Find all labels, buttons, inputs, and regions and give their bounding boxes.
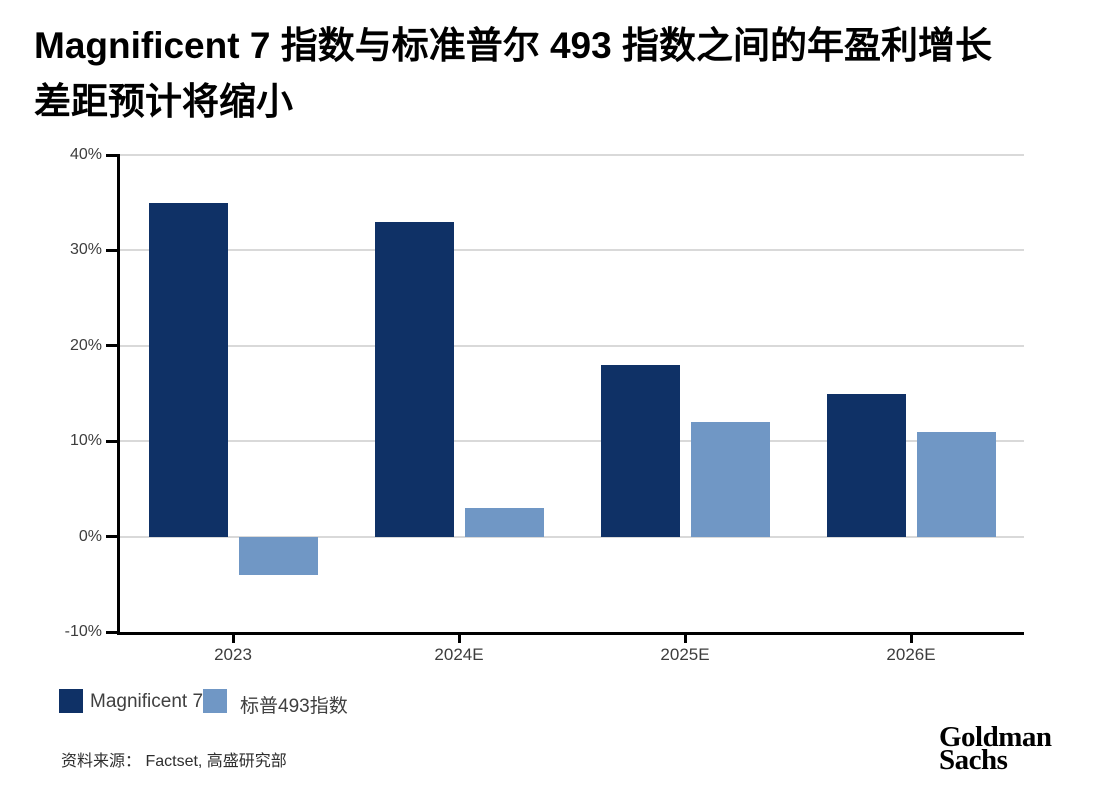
y-tick-mark-0 — [106, 535, 120, 539]
y-tick-label--10: -10% — [64, 623, 102, 640]
legend-label-magnificent-7: Magnificent 7 — [90, 691, 204, 712]
bar-sp493-2025E — [690, 422, 770, 537]
gridline-0 — [120, 535, 1024, 538]
goldman-sachs-logo-line2: Sachs — [939, 744, 1008, 776]
y-tick-mark-30 — [106, 248, 120, 252]
bar-magnificent-7-2023 — [148, 202, 228, 537]
gridline-30 — [120, 249, 1024, 252]
goldman-sachs-logo: Goldman Sachs — [939, 721, 1052, 776]
y-tick-label-0: 0% — [78, 527, 102, 545]
gridline-10 — [120, 440, 1024, 443]
x-tick-mark-2023 — [231, 635, 235, 643]
x-tick-mark-2025E — [683, 635, 687, 643]
legend-swatch-sp493 — [203, 689, 227, 713]
bar-sp493-2024E — [464, 507, 544, 537]
legend-swatch-magnificent-7 — [59, 689, 83, 713]
x-tick-label-2023: 2023 — [214, 645, 252, 664]
chart-title-line1: Magnificent 7 指数与标准普尔 493 指数之间的年盈利增长 — [34, 25, 992, 66]
y-tick-label-10: 10% — [69, 432, 102, 450]
gridline-20 — [120, 344, 1024, 347]
plot-area — [117, 154, 1024, 635]
bar-sp493-2026E — [916, 431, 996, 537]
bar-magnificent-7-2025E — [600, 364, 680, 537]
gridline-40 — [120, 154, 1024, 156]
y-tick-label-40: 40% — [69, 146, 102, 163]
source-note: 资料来源： Factset, 高盛研究部 — [61, 753, 287, 770]
y-tick-label-30: 30% — [69, 241, 102, 259]
bar-magnificent-7-2026E — [826, 393, 906, 537]
chart-title: Magnificent 7 指数与标准普尔 493 指数之间的年盈利增长 差距预… — [34, 18, 1104, 130]
x-tick-mark-2024E — [457, 635, 461, 643]
chart-title-line2: 差距预计将缩小 — [34, 81, 293, 122]
legend-label-sp493: 标普493指数 — [240, 696, 348, 717]
y-tick-label-20: 20% — [69, 336, 102, 354]
x-tick-label-2026E: 2026E — [886, 645, 936, 664]
x-tick-label-2025E: 2025E — [660, 645, 710, 664]
goldman-sachs-logo-line1: Goldman — [939, 721, 1052, 753]
y-tick-mark-20 — [106, 344, 120, 348]
y-tick-mark-10 — [106, 439, 120, 443]
bar-sp493-2023 — [238, 536, 318, 575]
y-tick-mark-40 — [106, 153, 120, 157]
x-tick-label-2024E: 2024E — [434, 645, 484, 664]
y-tick-mark--10 — [106, 630, 120, 634]
x-tick-mark-2026E — [909, 635, 913, 643]
bar-magnificent-7-2024E — [374, 221, 454, 537]
